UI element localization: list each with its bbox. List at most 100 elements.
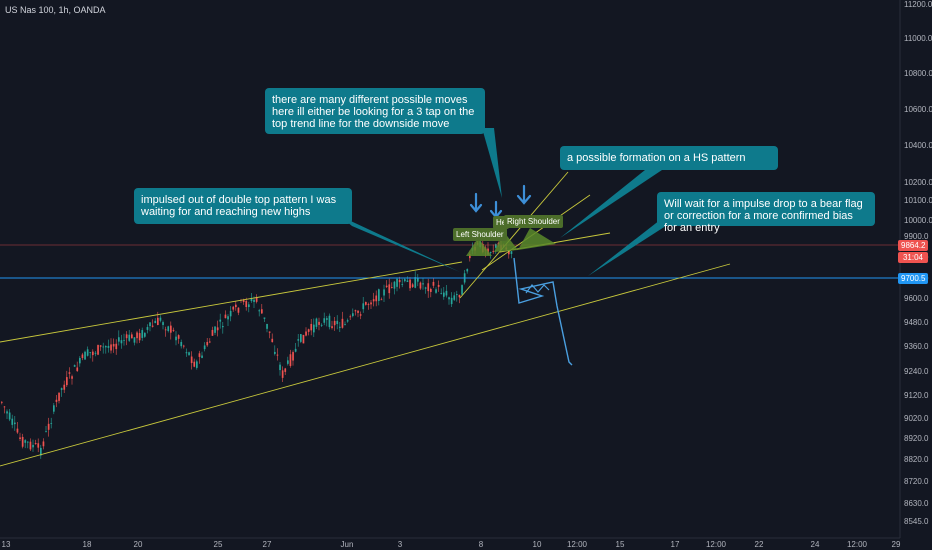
bear-flag-path: [525, 284, 550, 294]
time-tick-label: 10: [533, 540, 542, 549]
candle-body: [440, 293, 443, 294]
time-tick-label: 13: [2, 540, 11, 549]
candle-body: [86, 349, 89, 356]
candle-body: [424, 287, 427, 289]
candle-body: [73, 365, 76, 367]
candle-body: [287, 360, 289, 364]
price-tick-label: 9480.0: [904, 318, 929, 327]
candle-body: [292, 352, 294, 361]
time-axis[interactable]: 13 18 20 25 27 Jun 3 8 10 12:00 15 17 12:00 22 24 12:00…: [2, 540, 901, 549]
projected-move-path[interactable]: [513, 257, 573, 366]
callout-impulse: impulsed out of double top pattern I was…: [134, 188, 352, 224]
candle-body: [388, 284, 391, 294]
candle-body: [279, 364, 281, 371]
time-tick-label: 27: [263, 540, 272, 549]
candle-body: [281, 370, 284, 378]
candle-body: [385, 285, 388, 288]
candle-body: [352, 313, 354, 317]
candle-body: [328, 315, 331, 328]
candle-body: [185, 352, 188, 354]
candle-body: [177, 335, 180, 339]
candle-body: [99, 345, 102, 347]
candle-body: [58, 392, 60, 401]
candle-body: [60, 388, 63, 390]
candle-body: [336, 320, 339, 325]
candle-body: [149, 322, 151, 327]
candle-body: [422, 283, 424, 285]
time-tick-label: 12:00: [847, 540, 868, 549]
candle-body: [144, 332, 146, 337]
candle-body: [326, 318, 328, 320]
candle-body: [458, 294, 461, 298]
candle-body: [45, 431, 47, 433]
candle-body: [79, 358, 81, 364]
blue-level-tag: 9700.5: [898, 273, 928, 284]
candle-body: [219, 319, 222, 322]
candle-body: [89, 352, 92, 354]
price-tick-label: 9120.0: [904, 391, 929, 400]
neckline[interactable]: [499, 232, 611, 253]
candle-body: [354, 310, 357, 312]
price-tick-label: 10800.0: [904, 69, 932, 78]
time-tick-label: 29: [892, 540, 901, 549]
candle-body: [401, 284, 404, 286]
candle-body: [55, 399, 58, 402]
candle-body: [302, 334, 305, 344]
price-axis[interactable]: 11200.0 11000.0 10800.0 10600.0 10400.0 10200…: [904, 0, 932, 526]
candle-body: [214, 326, 216, 333]
candle-body: [76, 367, 79, 372]
time-tick-label: 8: [479, 540, 484, 549]
candle-body: [14, 422, 16, 425]
candle-body: [445, 290, 448, 296]
candle-body: [346, 320, 349, 322]
price-tick-label: 8545.0: [904, 517, 929, 526]
candle-body: [248, 304, 250, 308]
candle-body: [203, 345, 206, 350]
candle-body: [81, 354, 84, 359]
candle-body: [391, 287, 393, 288]
candle-body: [151, 325, 154, 327]
candle-body: [372, 299, 375, 302]
candle-body: [339, 326, 341, 328]
candle-body: [157, 317, 159, 325]
time-tick-label: 12:00: [706, 540, 727, 549]
time-tick-label: 22: [755, 540, 764, 549]
candle-body: [378, 289, 380, 301]
candle-body: [409, 279, 411, 289]
candle-body: [115, 343, 118, 350]
candle-body: [32, 444, 34, 448]
candle-body: [276, 354, 279, 356]
time-tick-label: 24: [811, 540, 820, 549]
price-tick-label: 9360.0: [904, 342, 929, 351]
candle-body: [53, 405, 55, 412]
candle-body: [435, 289, 437, 293]
time-tick-label: 15: [616, 540, 625, 549]
candle-body: [411, 284, 414, 287]
candle-body: [170, 325, 172, 333]
candle-body: [190, 356, 193, 364]
upper-channel-line[interactable]: [0, 261, 463, 343]
candle-body: [349, 316, 352, 318]
candle-body: [92, 351, 94, 356]
current-price-tag: 9864.2: [898, 240, 928, 251]
candle-body: [209, 341, 211, 343]
candle-body: [331, 326, 333, 329]
candle-body: [417, 278, 419, 282]
steep-trend-line-1[interactable]: [459, 171, 569, 299]
candle-body: [274, 351, 276, 354]
candles-layer: [1, 238, 513, 459]
candle-body: [118, 337, 120, 342]
candle-body: [133, 337, 136, 343]
candle-body: [307, 329, 310, 332]
candle-body: [333, 320, 336, 326]
candle-body: [380, 299, 383, 301]
lower-channel-line[interactable]: [0, 263, 731, 467]
candle-body: [188, 352, 190, 355]
candle-body: [172, 329, 175, 331]
candle-body: [359, 314, 362, 316]
candle-body: [211, 329, 214, 336]
candle-body: [11, 418, 14, 425]
price-tick-label: 11000.0: [904, 34, 932, 43]
candle-body: [294, 348, 297, 352]
